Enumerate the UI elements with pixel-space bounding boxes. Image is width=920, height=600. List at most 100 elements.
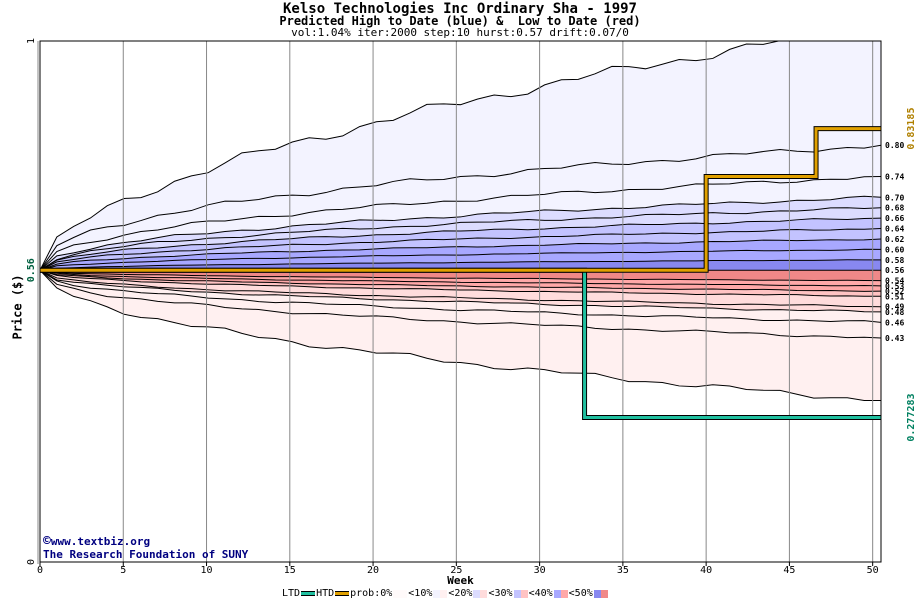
low-percentile-line-6 [40, 269, 881, 292]
high-band-0 [40, 41, 881, 271]
credit-org: The Research Foundation of SUNY [43, 548, 249, 561]
high-band-1 [40, 145, 881, 271]
low-percentile-line-2 [40, 269, 881, 323]
legend-htd-line [335, 591, 350, 596]
low-percentile-line-8 [40, 269, 881, 282]
legend-prob-label: prob:0% [350, 588, 393, 599]
low-band-2 [40, 270, 881, 323]
legend-b10-label: <10% [408, 588, 433, 599]
y-tick-label-0: 0 [26, 559, 37, 565]
x-tick-label-5: 25 [450, 565, 462, 576]
high-band-8 [40, 249, 881, 271]
high-band-3 [40, 196, 881, 271]
high-percentile-line-8 [40, 248, 881, 271]
legend-b50-label: <50% [568, 588, 593, 599]
y-tick-label-1: 0.56 [26, 258, 37, 282]
percentile-label-9: 0.56 [885, 266, 904, 275]
high-percentile-line-4 [40, 207, 881, 271]
percentile-label-8: 0.58 [885, 256, 904, 265]
low-band-0 [40, 270, 881, 401]
percentile-label-15: 0.48 [885, 308, 904, 317]
high-percentile-line-2 [40, 175, 881, 271]
x-tick-label-4: 20 [367, 565, 379, 576]
percentile-label-6: 0.62 [885, 235, 904, 244]
low-band-6 [40, 270, 881, 292]
legend-htd-label: HTD [316, 588, 335, 599]
high-band-2 [40, 176, 881, 271]
low-percentile-line-5 [40, 269, 881, 297]
legend: LTD HTD prob:0% <10% <20% <30% <40% <50% [282, 588, 609, 600]
x-tick-label-7: 35 [617, 565, 629, 576]
percentile-label-0: 0.80 [885, 141, 904, 150]
percentile-label-5: 0.64 [885, 225, 904, 234]
low-band-7 [40, 270, 881, 286]
high-percentile-line-3 [40, 195, 881, 271]
y-tick-label-2: 1 [26, 38, 37, 44]
high-percentile-line-0 [40, 41, 781, 271]
percentile-label-4: 0.66 [885, 214, 904, 223]
high-percentile-line-5 [40, 217, 881, 271]
percentile-label-11: 0.53 [885, 282, 904, 291]
low-percentile-line-1 [40, 269, 881, 339]
credit: ©www.textbiz.org The Research Foundation… [43, 535, 248, 561]
plot-frame [39, 40, 882, 563]
high-band-5 [40, 218, 881, 271]
x-tick-label-6: 30 [534, 565, 546, 576]
low-band-1 [40, 270, 881, 338]
chart-subtitle: Predicted High to Date (blue) & Low to D… [279, 14, 641, 28]
high-band-6 [40, 228, 881, 271]
low-band-3 [40, 270, 881, 312]
legend-swatch-40 [553, 589, 568, 598]
low-band-5 [40, 270, 881, 297]
high-percentile-line-1 [40, 144, 881, 271]
high-band-9 [40, 259, 881, 271]
chart-parameters: vol:1.04% iter:2000 step:10 hurst:0.57 d… [291, 26, 629, 39]
x-axis-label: Week [447, 574, 474, 587]
htd-line [40, 127, 881, 272]
legend-b20-label: <20% [448, 588, 473, 599]
x-tick-label-10: 50 [867, 565, 879, 576]
low-band-4 [40, 270, 881, 307]
credit-url[interactable]: www.textbiz.org [50, 535, 151, 548]
high-percentile-line-6 [40, 228, 881, 271]
legend-swatch-30 [513, 589, 528, 598]
percentile-label-3: 0.68 [885, 204, 904, 213]
percentile-label-1: 0.74 [885, 172, 904, 181]
plot-area [40, 41, 881, 562]
right-high-value: 0.83185 [906, 108, 917, 150]
legend-ltd-label: LTD [282, 588, 301, 599]
percentile-label-2: 0.70 [885, 193, 904, 202]
x-tick-label-8: 40 [700, 565, 712, 576]
percentile-label-16: 0.46 [885, 318, 904, 327]
right-low-value: 0.277283 [906, 393, 917, 441]
legend-swatch-20 [473, 589, 488, 598]
x-tick-label-9: 45 [783, 565, 795, 576]
x-tick-label-2: 10 [201, 565, 213, 576]
low-band-8 [40, 270, 881, 281]
low-percentile-line-4 [40, 269, 881, 308]
high-percentile-line-7 [40, 238, 881, 271]
percentile-label-17: 0.43 [885, 334, 904, 343]
percentile-label-14: 0.49 [885, 303, 904, 312]
high-band-7 [40, 238, 881, 271]
low-percentile-line-7 [40, 269, 881, 287]
x-tick-label-1: 5 [120, 565, 126, 576]
low-percentile-line-3 [40, 269, 881, 313]
x-tick-label-0: 0 [37, 565, 43, 576]
high-band-4 [40, 207, 881, 271]
chart-title: Kelso Technologies Inc Ordinary Sha - 19… [282, 1, 637, 17]
legend-swatch-0 [393, 589, 408, 598]
copyright-icon: © [43, 534, 51, 549]
percentile-label-13: 0.51 [885, 292, 904, 301]
legend-b40-label: <40% [528, 588, 553, 599]
legend-ltd-line [301, 591, 316, 596]
percentile-label-7: 0.60 [885, 245, 904, 254]
x-tick-label-3: 15 [284, 565, 296, 576]
high-percentile-line-9 [40, 259, 881, 271]
legend-swatch-50 [593, 589, 608, 598]
percentile-label-12: 0.52 [885, 287, 904, 296]
legend-swatch-10 [433, 589, 448, 598]
percentile-label-10: 0.54 [885, 277, 904, 286]
low-percentile-line-0 [40, 269, 881, 402]
